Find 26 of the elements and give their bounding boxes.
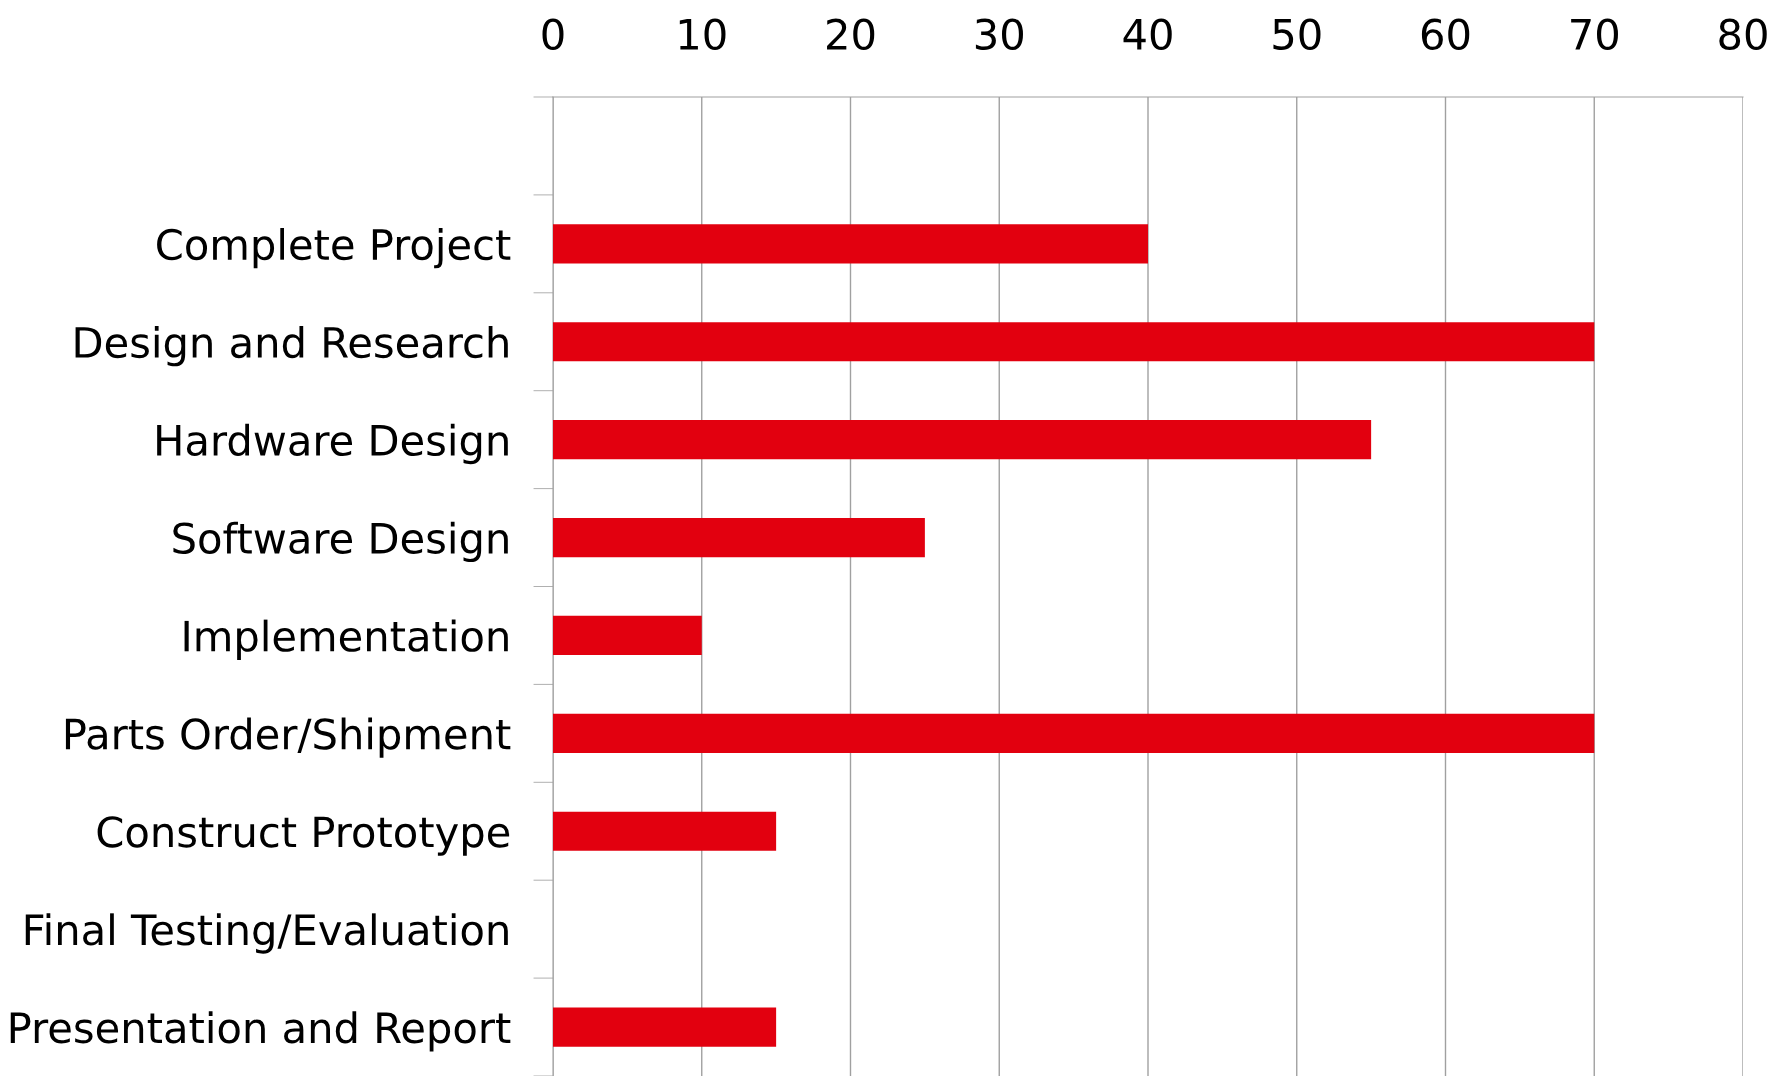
bar	[553, 811, 777, 851]
x-tick-label: 20	[827, 18, 875, 51]
x-tick-label: 40	[1123, 18, 1172, 51]
x-tick-label: 70	[1571, 18, 1618, 51]
y-tick-label: Presentation and Report	[10, 1011, 511, 1052]
y-tick-label: Parts Order/Shipment	[65, 717, 511, 758]
y-tick-label: Construct Prototype	[97, 816, 510, 856]
y-tick-label: Hardware Design	[157, 423, 508, 465]
y-tick-label: Complete Project	[157, 228, 511, 269]
y-tick-label: Final Testing/Evaluation	[25, 913, 508, 954]
x-tick-label: 10	[679, 18, 726, 51]
y-tick-label: Software Design	[173, 521, 508, 563]
x-tick-label: 0	[542, 18, 564, 51]
x-tick-label: 60	[1421, 18, 1470, 51]
x-tick-label: 50	[1273, 18, 1321, 51]
y-tick-label: Design and Research	[75, 325, 508, 367]
bar	[553, 713, 1595, 753]
x-tick-label: 80	[1719, 18, 1767, 51]
bar	[553, 517, 925, 558]
bar	[553, 420, 1372, 460]
bar	[553, 615, 702, 656]
bar	[553, 224, 1148, 264]
bar	[553, 1007, 777, 1047]
x-tick-label: 30	[975, 18, 1023, 51]
y-tick-label: Implementation	[184, 619, 508, 660]
bar	[553, 322, 1595, 362]
